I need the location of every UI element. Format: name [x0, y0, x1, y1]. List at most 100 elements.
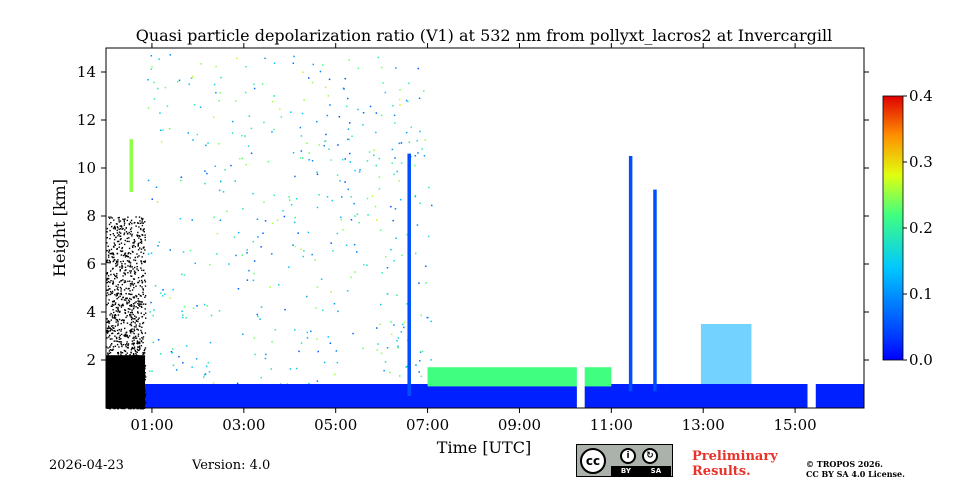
low-noise-region-0000-0050-speck [133, 259, 135, 261]
noise-speck [350, 219, 353, 221]
noise-speck [344, 158, 346, 160]
low-noise-region-0000-0050-speck [137, 311, 139, 313]
low-noise-region-0000-0050-speck [117, 296, 120, 299]
low-noise-region-0000-0050-speck [118, 318, 121, 321]
noise-speck [397, 345, 399, 348]
low-noise-region-0000-0050-speck [114, 293, 116, 296]
low-noise-region-0000-0050-speck [144, 347, 147, 349]
low-noise-region-0000-0050-speck [107, 302, 109, 304]
low-noise-region-0000-0050-speck [130, 316, 133, 318]
noise-speck [341, 196, 343, 198]
plot-frame [105, 47, 865, 409]
noise-speck [308, 159, 310, 161]
noise-speck [171, 352, 173, 354]
noise-speck [300, 248, 302, 251]
noise-speck [253, 87, 256, 90]
noise-speck [220, 76, 222, 79]
noise-speck [418, 282, 420, 284]
low-noise-region-0000-0050-speck [120, 242, 123, 244]
low-noise-region-0000-0050-speck [107, 281, 110, 283]
noise-speck [246, 279, 249, 281]
noise-speck [406, 303, 408, 305]
noise-speck [394, 157, 396, 159]
noise-speck [386, 347, 389, 349]
noise-speck [348, 59, 350, 61]
low-noise-region-0000-0050-speck [129, 408, 131, 410]
low-noise-region-0000-0050-speck [110, 280, 112, 282]
noise-speck [168, 128, 171, 130]
low-noise-region-0000-0050-speck [123, 220, 125, 223]
y-tick-label: 12 [77, 111, 96, 129]
low-noise-region-0000-0050-speck [114, 225, 116, 228]
noise-speck [324, 86, 327, 89]
low-noise-region-0000-0050-speck [123, 281, 125, 284]
noise-speck [194, 262, 196, 265]
low-noise-region-0000-0050-speck [120, 333, 123, 336]
low-noise-region-0000-0050-speck [117, 289, 119, 291]
low-noise-region-0000-0050-speck [120, 288, 122, 290]
noise-speck [271, 100, 274, 103]
noise-speck [338, 116, 341, 118]
low-noise-region-0000-0050-speck [125, 297, 127, 300]
low-noise-region-0000-0050-speck [123, 222, 126, 224]
low-noise-region-0000-0050-speck [137, 243, 139, 245]
low-noise-region-0000-0050-speck [135, 294, 137, 297]
low-noise-region-0000-0050-speck [127, 311, 130, 313]
low-noise-region-0000-0050-speck [135, 316, 137, 318]
low-noise-region-0000-0050-speck [144, 221, 146, 223]
low-noise-region-0000-0050-speck [106, 279, 108, 281]
low-noise-region-0000-0050-speck [113, 219, 115, 221]
noise-speck [241, 254, 243, 256]
low-noise-region-0000-0050-speck [137, 307, 139, 309]
low-noise-region-0000-0050-speck [131, 235, 133, 237]
license-sa: SA [650, 467, 662, 475]
low-noise-region-0000-0050-speck [108, 325, 110, 327]
noise-speck [204, 170, 206, 172]
low-noise-region-0000-0050-speck [120, 238, 122, 240]
noise-speck [294, 329, 296, 331]
noise-speck [187, 132, 189, 134]
noise-speck [375, 131, 377, 134]
noise-speck [292, 62, 295, 64]
low-noise-region-0000-0050-speck [127, 336, 130, 339]
noise-speck [248, 115, 251, 117]
noise-speck [320, 278, 323, 280]
low-noise-region-0000-0050-speck [128, 240, 130, 243]
low-noise-region-0000-0050-speck [121, 250, 123, 253]
x-tick-label: 13:00 [682, 416, 725, 434]
noise-speck [147, 253, 150, 255]
low-noise-region-0000-0050-speck [120, 352, 122, 354]
low-noise-region-0000-0050-speck [137, 281, 140, 284]
low-noise-region-0000-0050-speck [125, 316, 127, 319]
low-noise-region-0000-0050-speck [110, 349, 113, 351]
low-noise-region-0000-0050-speck [140, 267, 142, 269]
low-noise-region-0000-0050-speck [108, 327, 110, 329]
low-noise-region-0000-0050-speck [133, 318, 135, 320]
low-noise-region-0000-0050-speck [143, 231, 145, 233]
low-noise-region-0000-0050-speck [126, 219, 128, 222]
low-noise-region-0000-0050-speck [113, 330, 115, 332]
low-noise-region-0000-0050-speck [113, 226, 115, 229]
noise-speck [155, 186, 158, 188]
noise-speck [150, 301, 152, 304]
low-noise-region-0000-0050-speck [118, 228, 120, 231]
low-noise-region-0000-0050-speck [116, 264, 118, 267]
noise-speck [398, 142, 401, 145]
copyright-line1: © TROPOS 2026. [806, 459, 883, 469]
low-noise-region-0000-0050-speck [129, 252, 132, 255]
share-alike-icon: ↻ [642, 448, 658, 464]
low-noise-region-0000-0050-speck [132, 321, 135, 323]
low-noise-region-0000-0050-speck [119, 311, 121, 313]
noise-speck [345, 244, 348, 246]
low-noise-region-0000-0050-speck [124, 263, 126, 265]
low-noise-region-0000-0050-speck [110, 248, 113, 251]
low-noise-region-0000-0050-speck [121, 267, 123, 269]
low-noise-region-0000-0050-speck [120, 261, 122, 263]
low-noise-region-0000-0050-speck [117, 284, 119, 286]
low-noise-region-0000-0050-speck [132, 284, 134, 286]
low-noise-region-0000-0050-speck [130, 275, 132, 277]
noise-speck [246, 249, 248, 251]
low-noise-region-0000-0050-speck [122, 343, 125, 346]
low-noise-region-0000-0050-speck [120, 351, 122, 353]
